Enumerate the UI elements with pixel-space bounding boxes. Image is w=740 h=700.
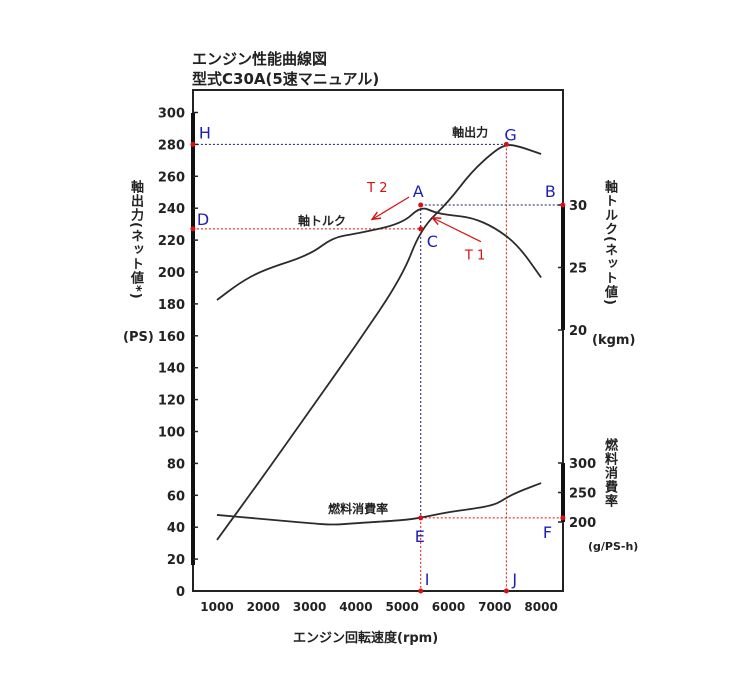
x-tick-label: 7000 bbox=[478, 600, 511, 614]
annotation-point-c bbox=[418, 226, 424, 232]
left-tick-label: 40 bbox=[167, 521, 185, 536]
annotation-label-h: H bbox=[199, 123, 211, 142]
x-tick-label: 1000 bbox=[200, 600, 233, 614]
annotation-point-d bbox=[190, 226, 196, 232]
annotation-label-g: G bbox=[504, 125, 516, 144]
left-axis-unit: (PS) bbox=[123, 330, 154, 345]
annotation-label-d: D bbox=[197, 210, 209, 229]
fuel-tick-label: 250 bbox=[569, 487, 596, 502]
arrow-label-1: T 1 bbox=[464, 249, 485, 264]
fuel-tick-label: 300 bbox=[569, 457, 596, 472]
annotation-label-e: E bbox=[415, 527, 425, 546]
left-tick-label: 0 bbox=[176, 585, 185, 600]
annotation-point-e bbox=[418, 515, 424, 521]
left-tick-label: 260 bbox=[158, 170, 185, 185]
series-line-torque bbox=[216, 207, 542, 301]
torque-tick-label: 20 bbox=[569, 324, 587, 339]
torque-tick-label: 25 bbox=[569, 262, 587, 277]
chart-title: エンジン性能曲線図 bbox=[192, 50, 328, 68]
arrow-1 bbox=[432, 218, 482, 243]
left-tick-label: 160 bbox=[158, 330, 185, 345]
x-tick-label: 6000 bbox=[432, 600, 465, 614]
annotation-point-f bbox=[560, 515, 566, 521]
annotation-label-i: I bbox=[425, 570, 430, 589]
right-fuel-axis-label: 燃料消費率 bbox=[602, 438, 617, 508]
left-tick-label: 180 bbox=[158, 298, 185, 313]
curve-label-torque: 軸トルク bbox=[298, 213, 346, 228]
x-tick-label: 5000 bbox=[385, 600, 418, 614]
x-axis-label: エンジン回転速度(rpm) bbox=[293, 631, 439, 646]
annotation-point-h bbox=[190, 141, 196, 147]
fuel-tick-label: 200 bbox=[569, 516, 596, 531]
annotation-label-a: A bbox=[413, 182, 424, 201]
right-torque-axis-unit: (kgm) bbox=[592, 333, 636, 348]
right-torque-axis-label: 軸トルク(ネット値) bbox=[602, 180, 617, 306]
curve-label-power: 軸出力 bbox=[452, 124, 488, 139]
annotation-point-a bbox=[418, 202, 424, 208]
annotation-label-j: J bbox=[511, 570, 517, 589]
left-tick-label: 280 bbox=[158, 138, 185, 153]
left-tick-label: 80 bbox=[167, 457, 185, 472]
curve-label-fuel: 燃料消費率 bbox=[328, 501, 388, 516]
left-tick-label: 20 bbox=[167, 553, 185, 568]
left-axis-label: 軸出力(ネット値*) bbox=[128, 180, 143, 300]
annotation-label-c: C bbox=[427, 232, 438, 251]
x-tick-label: 3000 bbox=[293, 600, 326, 614]
x-tick-label: 8000 bbox=[524, 600, 557, 614]
x-tick-label: 2000 bbox=[247, 600, 280, 614]
annotation-label-f: F bbox=[543, 523, 552, 542]
left-tick-label: 200 bbox=[158, 266, 185, 281]
left-tick-label: 240 bbox=[158, 202, 185, 217]
left-tick-label: 300 bbox=[158, 107, 185, 122]
left-tick-label: 220 bbox=[158, 234, 185, 249]
annotation-point-g bbox=[503, 141, 509, 147]
annotation-point-j bbox=[503, 588, 509, 594]
arrow-2 bbox=[372, 196, 410, 219]
x-tick-label: 4000 bbox=[339, 600, 372, 614]
left-tick-label: 100 bbox=[158, 426, 185, 441]
left-tick-label: 140 bbox=[158, 362, 185, 377]
left-tick-label: 120 bbox=[158, 394, 185, 409]
chart-subtitle: 型式C30A(5速マニュアル) bbox=[192, 70, 380, 88]
annotation-point-i bbox=[418, 588, 424, 594]
annotation-label-b: B bbox=[545, 182, 556, 201]
torque-tick-label: 30 bbox=[569, 199, 587, 214]
annotation-point-b bbox=[560, 202, 566, 208]
series-line-fuel bbox=[216, 482, 542, 526]
left-tick-label: 60 bbox=[167, 489, 185, 504]
arrow-label-2: T 2 bbox=[366, 181, 387, 196]
series-line-power bbox=[216, 144, 542, 541]
right-fuel-axis-unit: (g/PS-h) bbox=[588, 540, 639, 553]
